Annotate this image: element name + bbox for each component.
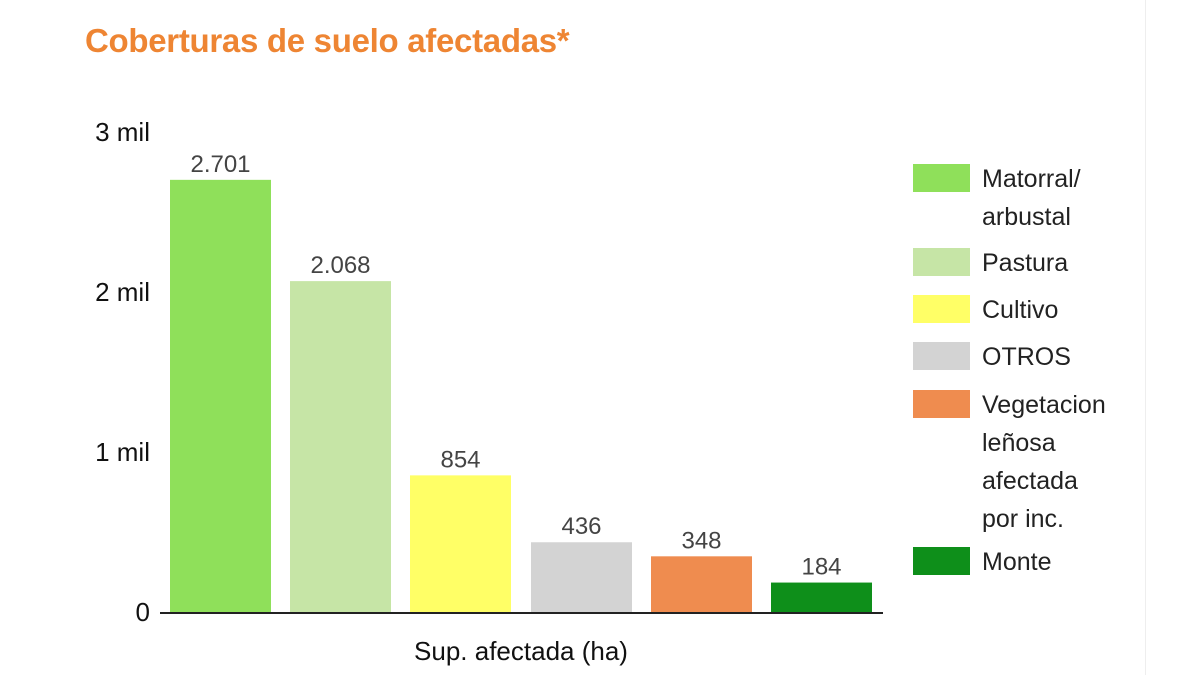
data-label: 184 <box>801 554 841 581</box>
legend-label: OTROS <box>982 343 1071 371</box>
chart-title: Coberturas de suelo afectadas* <box>85 22 570 59</box>
data-label: 2.068 <box>310 252 370 279</box>
legend-swatch <box>913 342 970 370</box>
data-label: 854 <box>440 446 480 473</box>
legend-swatch <box>913 248 970 276</box>
legend-swatch <box>913 547 970 575</box>
legend-label: Vegetacion leñosa afectada por inc. <box>982 391 1106 533</box>
data-label: 436 <box>561 513 601 540</box>
border-line <box>1145 0 1146 675</box>
bar-5 <box>771 582 872 612</box>
y-tick-label: 2 mil <box>95 277 150 307</box>
legend-swatch <box>913 295 970 323</box>
data-label: 2.701 <box>190 151 250 178</box>
legend-label: Monte <box>982 548 1052 576</box>
legend-label: Cultivo <box>982 296 1059 324</box>
bar-4 <box>651 556 752 612</box>
bar-1 <box>290 281 391 612</box>
legend-label: Pastura <box>982 249 1069 277</box>
y-tick-label: 3 mil <box>95 117 150 147</box>
legend-label: Matorral/arbustal <box>982 165 1081 231</box>
y-tick-label: 1 mil <box>95 437 150 467</box>
legend-swatch <box>913 164 970 192</box>
bar-3 <box>531 542 632 612</box>
bar-0 <box>170 179 271 612</box>
bar-2 <box>410 475 511 612</box>
legend-swatch <box>913 390 970 418</box>
data-label: 348 <box>681 527 721 554</box>
y-tick-label: 0 <box>136 597 150 627</box>
x-axis-label: Sup. afectada (ha) <box>414 636 628 666</box>
